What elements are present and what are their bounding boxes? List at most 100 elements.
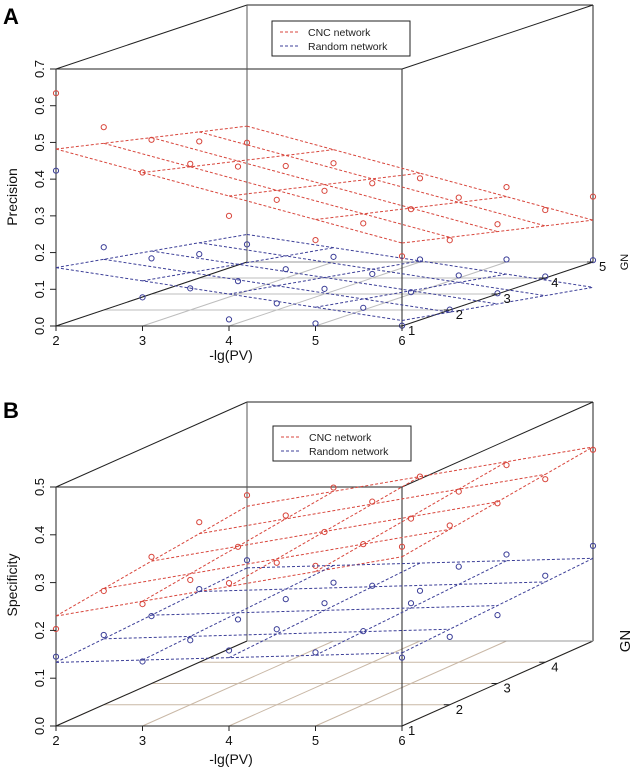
series-random-network [52, 167, 597, 329]
gn-tick-label: 5 [599, 259, 606, 274]
data-point [330, 484, 337, 491]
box-edge [55, 4, 248, 70]
data-point [100, 631, 107, 639]
data-point [589, 193, 597, 200]
x-tick-label: 5 [312, 733, 319, 748]
data-point [369, 582, 376, 589]
series-cnc-network [52, 90, 597, 260]
data-point [407, 289, 415, 296]
regression-plane-line [199, 581, 546, 593]
gn-axis-label: GN [619, 254, 631, 271]
data-point [494, 221, 501, 228]
data-point [282, 512, 289, 519]
regression-plane-line [151, 605, 498, 616]
data-point [225, 316, 233, 323]
regression-plane-line [401, 557, 594, 654]
data-point [360, 304, 367, 311]
data-point [589, 542, 597, 549]
data-point [243, 492, 251, 499]
regression-plane-line [246, 557, 594, 569]
data-point [503, 184, 510, 191]
data-point [243, 241, 251, 248]
data-point [139, 169, 146, 176]
data-point [282, 596, 289, 603]
data-point [494, 500, 501, 507]
legend-box [272, 425, 412, 462]
regression-plane-line [103, 258, 450, 313]
data-point [330, 160, 337, 167]
data-point [282, 162, 289, 170]
x-tick-label: 6 [398, 733, 405, 748]
data-point [196, 251, 203, 258]
data-point [187, 637, 194, 644]
gn-tick-label: 2 [456, 702, 463, 717]
box-edge [401, 4, 594, 70]
data-point [139, 294, 146, 301]
regression-plane-line [228, 476, 421, 587]
x-tick-label: 3 [139, 333, 146, 348]
gn-tick-label: 1 [408, 323, 415, 338]
data-point [542, 476, 549, 483]
data-point [234, 543, 242, 550]
regression-plane-line [228, 260, 421, 295]
regression-plane-line [142, 247, 334, 282]
legend-label: CNC network [308, 27, 371, 39]
data-point [282, 266, 289, 273]
regression-plane-line [142, 149, 334, 174]
regression-plane-line [55, 505, 248, 617]
z-tick-label: 0.2 [32, 621, 47, 639]
legend: CNC network Random network [271, 20, 411, 57]
regression-plane-line [401, 446, 594, 558]
data-point [148, 613, 155, 620]
legend-box [271, 20, 411, 57]
data-point [243, 139, 251, 146]
x-tick-label: 4 [225, 733, 232, 748]
data-point [312, 649, 319, 656]
data-point [503, 461, 510, 469]
regression-plane-line [55, 267, 403, 321]
gn-tick-label: 1 [408, 723, 415, 738]
box-edge [55, 401, 248, 488]
data-point [148, 255, 155, 262]
data-point [542, 273, 549, 280]
x-tick-label: 5 [312, 333, 319, 348]
data-point [234, 163, 242, 170]
data-point [360, 628, 367, 635]
regression-plane-line [315, 560, 507, 656]
data-point [243, 557, 251, 564]
z-tick-label: 0.1 [32, 280, 47, 298]
data-point [503, 551, 510, 558]
data-point [360, 541, 367, 548]
regression-plane-line [199, 131, 546, 227]
data-point [139, 601, 146, 608]
x-axis-label: -lg(PV) [209, 347, 253, 363]
z-tick-label: 0.2 [32, 244, 47, 262]
panel-letter: B [3, 398, 19, 423]
data-point [52, 625, 60, 633]
data-point [455, 272, 462, 279]
data-point [273, 300, 280, 307]
data-point [52, 653, 60, 660]
data-point [187, 576, 194, 584]
z-tick-label: 0.4 [32, 526, 47, 544]
regression-plane-line [228, 172, 421, 197]
panel-b: 0.0 0.1 0.2 0.3 0.4 0.5 2 3 4 5 61 2 3 4 -lg(PV) Specif… [3, 398, 634, 767]
data-point [225, 579, 233, 587]
data-point [416, 256, 424, 263]
data-point [234, 616, 242, 623]
data-point [398, 543, 406, 550]
x-tick-label: 2 [52, 733, 59, 748]
box-edge [55, 640, 248, 727]
data-point [455, 488, 462, 495]
regression-plane-line [142, 565, 334, 661]
data-point [196, 138, 203, 145]
data-point [360, 220, 367, 227]
data-point [225, 212, 233, 219]
gn-tick-label: 2 [456, 307, 463, 322]
x-tick-label: 3 [139, 733, 146, 748]
data-point [100, 244, 107, 251]
z-tick-label: 0.0 [32, 317, 47, 335]
regression-plane-line [401, 219, 594, 244]
data-point [52, 90, 60, 97]
regression-plane-line [103, 142, 450, 238]
